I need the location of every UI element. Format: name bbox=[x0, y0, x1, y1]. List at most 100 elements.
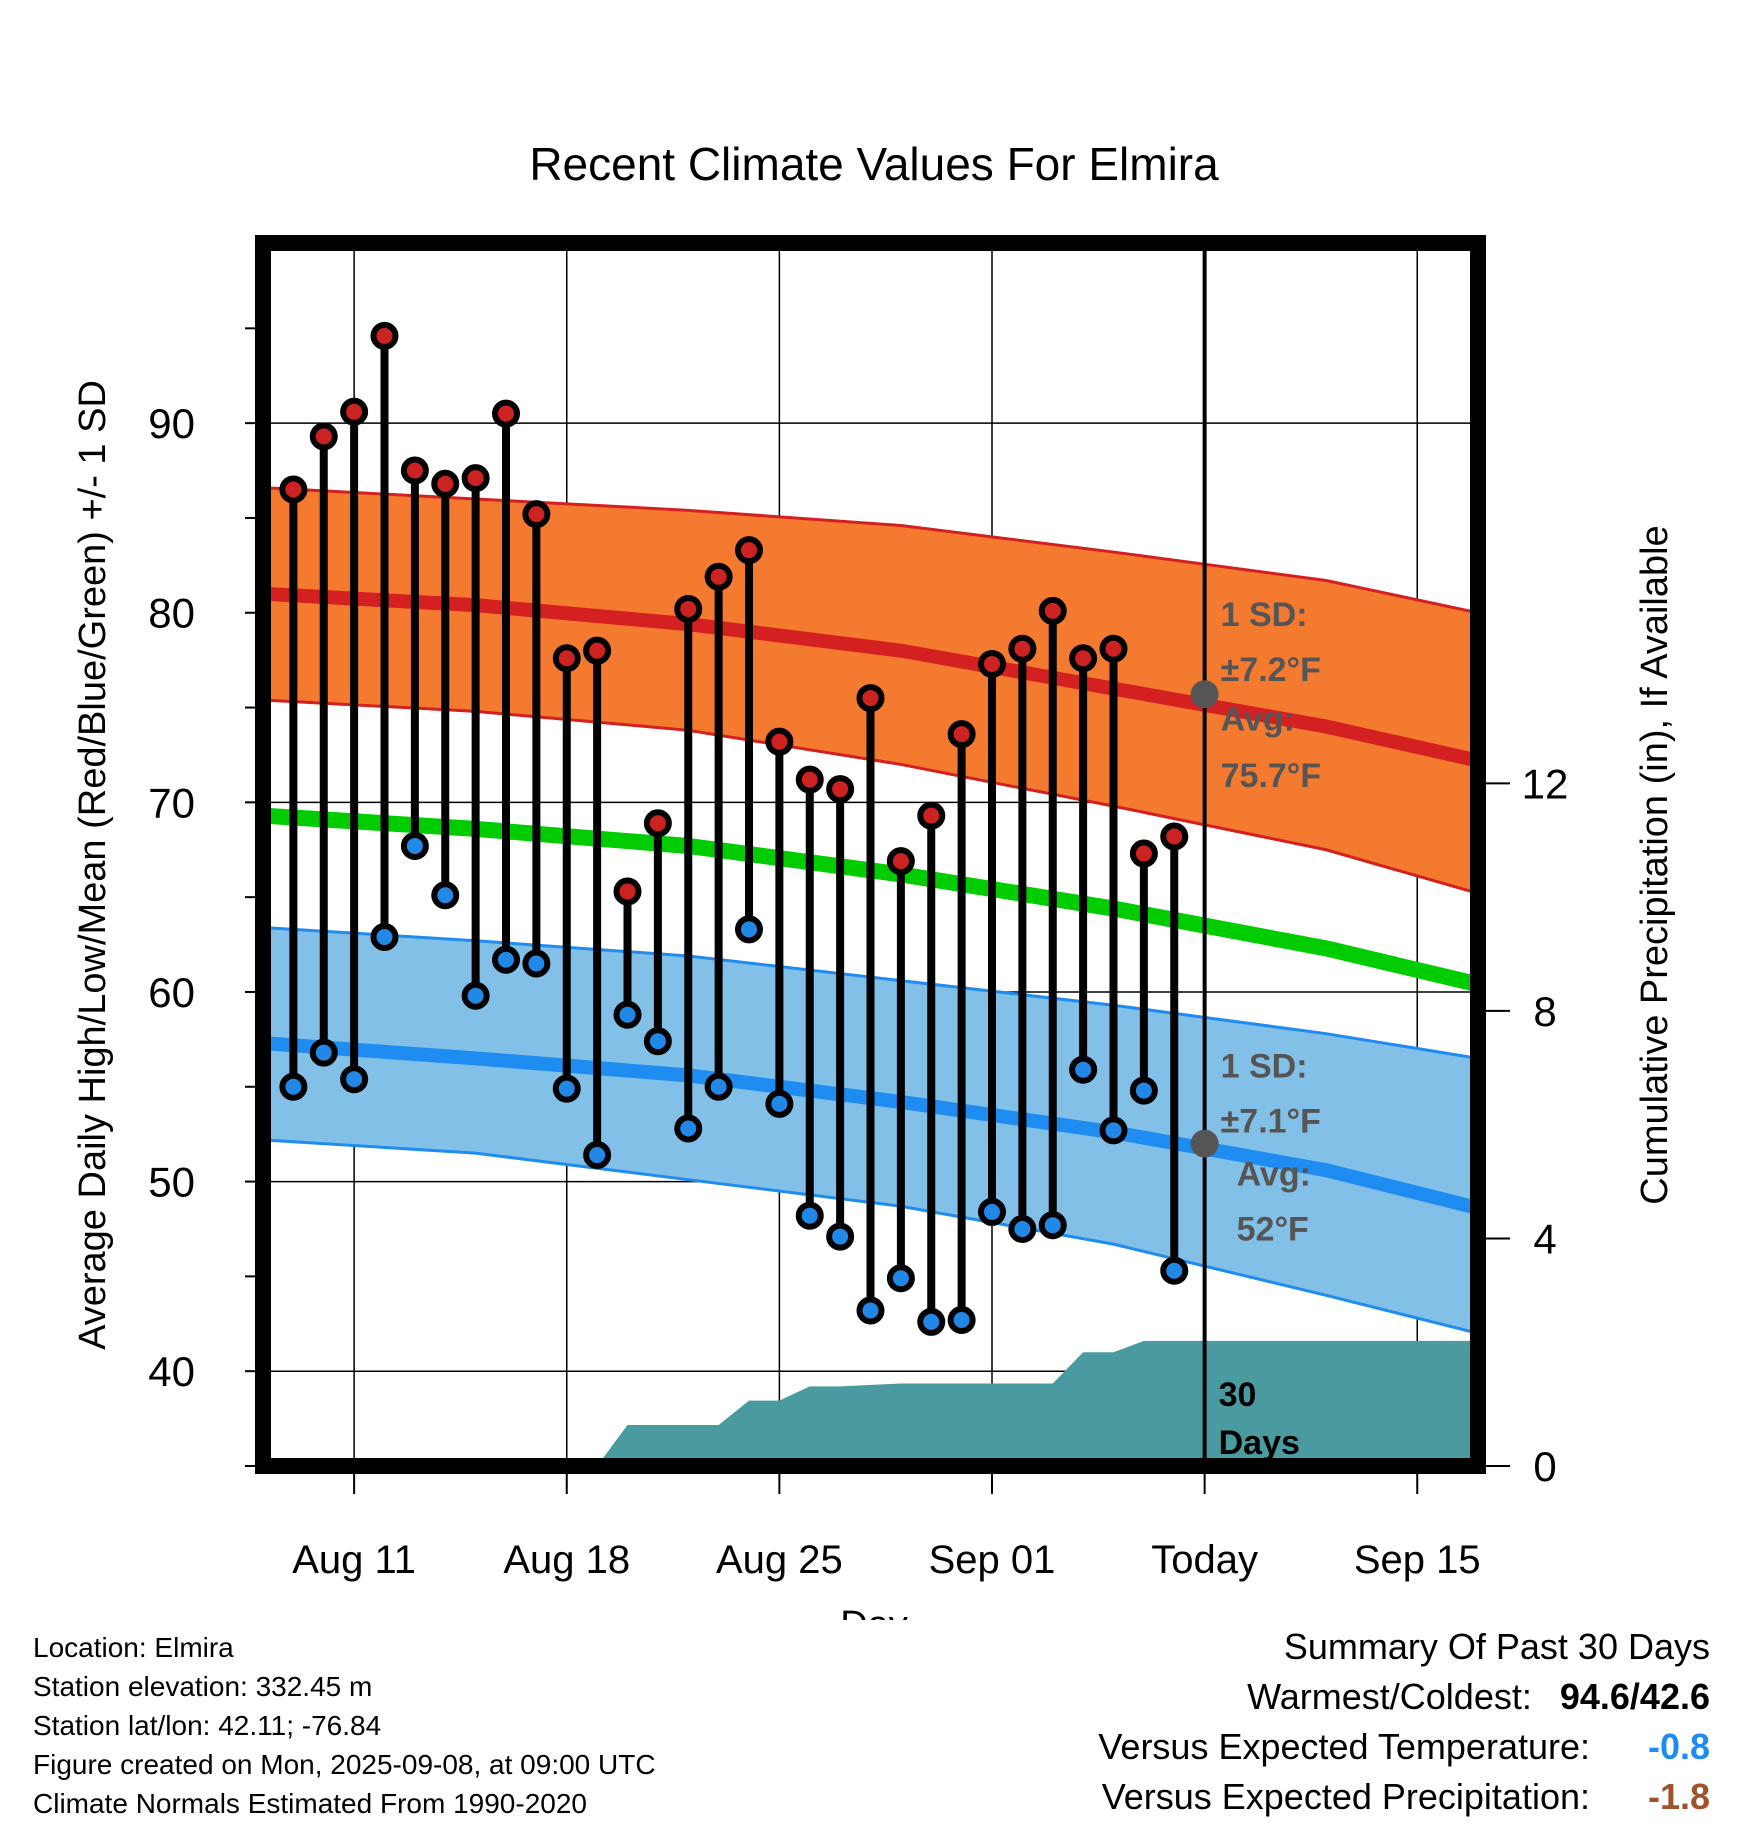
daily-low-point bbox=[613, 1000, 642, 1029]
daily-low-point bbox=[917, 1307, 946, 1336]
location-text: Location: Elmira bbox=[33, 1632, 234, 1663]
daily-low-point bbox=[340, 1065, 369, 1094]
daily-low-point bbox=[978, 1197, 1006, 1226]
plot-content bbox=[263, 243, 1478, 1466]
high-sd-label: 1 SD: bbox=[1221, 596, 1308, 634]
daily-low-point bbox=[1038, 1211, 1067, 1240]
daily-high-point bbox=[340, 397, 369, 426]
chart-title: Recent Climate Values For Elmira bbox=[529, 138, 1219, 190]
daily-low-point bbox=[1069, 1055, 1098, 1084]
daily-low-point bbox=[886, 1264, 915, 1293]
daily-high-point bbox=[1099, 634, 1128, 663]
daily-low-point bbox=[309, 1038, 338, 1067]
daily-high-point bbox=[765, 727, 794, 756]
plot-frame bbox=[255, 235, 1486, 1474]
normals-text: Climate Normals Estimated From 1990-2020 bbox=[33, 1788, 587, 1819]
daily-low-point bbox=[279, 1072, 308, 1101]
summary-title: Summary Of Past 30 Days bbox=[1283, 1626, 1710, 1667]
daily-high-point bbox=[674, 594, 703, 623]
daily-high-point bbox=[643, 809, 672, 838]
daily-low-point bbox=[704, 1072, 733, 1101]
daily-high-point bbox=[735, 536, 763, 565]
summary-panel: Summary Of Past 30 Days Warmest/Coldest:… bbox=[1098, 1622, 1710, 1822]
y-axis-label-left: Average Daily High/Low/Mean (Red/Blue/Gr… bbox=[72, 380, 114, 1350]
summary-temp: Versus Expected Temperature: -0.8 bbox=[1098, 1722, 1710, 1772]
daily-high-point bbox=[917, 801, 946, 830]
daily-high-point bbox=[1008, 634, 1037, 663]
daily-high-point bbox=[583, 636, 612, 665]
plot-area: 1 SD: ±7.2°F Avg: 75.7°F 1 SD: ±7.1°F Avg: 52°F… bbox=[148, 235, 1569, 1582]
y-tick-label-right: 12 bbox=[1522, 760, 1569, 807]
y-tick-label-left: 80 bbox=[148, 590, 195, 637]
high-avg-label: Avg: bbox=[1221, 700, 1295, 738]
x-tick-label: Aug 25 bbox=[716, 1538, 843, 1582]
daily-high-point bbox=[978, 649, 1006, 678]
y-tick-label-left: 70 bbox=[148, 779, 195, 826]
daily-high-point bbox=[1038, 596, 1067, 625]
low-avg-label: Avg: bbox=[1237, 1155, 1311, 1193]
y-axis-label-right: Cumulative Precipitation (in), If Availa… bbox=[1634, 525, 1676, 1204]
daily-low-point bbox=[674, 1114, 703, 1143]
daily-low-point bbox=[583, 1141, 612, 1170]
today-high-normal-marker bbox=[1190, 680, 1219, 709]
temp-label: Versus Expected Temperature: bbox=[1098, 1726, 1590, 1767]
today-low-normal-marker bbox=[1190, 1129, 1219, 1158]
daily-low-point bbox=[1129, 1076, 1158, 1105]
daily-high-point bbox=[947, 720, 976, 749]
daily-low-point bbox=[400, 831, 429, 860]
daily-low-point bbox=[1099, 1116, 1128, 1145]
daily-high-point bbox=[400, 456, 429, 485]
daily-low-point bbox=[795, 1201, 824, 1230]
summary-warm-cold: Warmest/Coldest: 94.6/42.6 bbox=[1098, 1672, 1710, 1722]
latlon-text: Station lat/lon: 42.11; -76.84 bbox=[33, 1710, 382, 1741]
created-text: Figure created on Mon, 2025-09-08, at 09… bbox=[33, 1749, 656, 1780]
daily-low-point bbox=[765, 1089, 794, 1118]
precip-label-line1: 30 bbox=[1219, 1376, 1257, 1414]
summary-precip: Versus Expected Precipitation: -1.8 bbox=[1098, 1772, 1710, 1822]
x-axis-label: Day bbox=[840, 1604, 908, 1620]
climate-chart: Recent Climate Values For Elmira 1 SD: ±7… bbox=[72, 138, 1676, 1620]
x-tick-label: Aug 18 bbox=[503, 1538, 630, 1582]
high-sd-value: ±7.2°F bbox=[1221, 651, 1321, 689]
low-sd-value: ±7.1°F bbox=[1221, 1102, 1321, 1140]
x-tick-label: Today bbox=[1151, 1538, 1258, 1582]
daily-high-point bbox=[552, 644, 581, 673]
daily-high-point bbox=[492, 399, 520, 428]
station-info: Location: Elmira Station elevation: 332.… bbox=[33, 1628, 656, 1823]
y-tick-label-right: 0 bbox=[1533, 1443, 1556, 1490]
daily-low-point bbox=[735, 915, 763, 944]
daily-low-point bbox=[431, 881, 460, 910]
y-tick-label-right: 8 bbox=[1533, 988, 1556, 1035]
low-sd-label: 1 SD: bbox=[1221, 1047, 1308, 1085]
precip-value: -1.8 bbox=[1647, 1776, 1710, 1817]
precip-label-line2: Days bbox=[1219, 1424, 1300, 1462]
y-tick-label-left: 60 bbox=[148, 969, 195, 1016]
daily-low-point bbox=[1008, 1214, 1037, 1243]
y-tick-label-right: 4 bbox=[1533, 1215, 1556, 1262]
daily-low-point bbox=[552, 1074, 581, 1103]
daily-low-point bbox=[1160, 1256, 1189, 1285]
daily-high-point bbox=[1129, 839, 1158, 868]
daily-low-point bbox=[643, 1027, 672, 1056]
daily-low-point bbox=[826, 1222, 855, 1251]
daily-high-point bbox=[309, 422, 338, 451]
warm-cold-value: 94.6/42.6 bbox=[1559, 1676, 1710, 1717]
daily-high-point bbox=[1160, 822, 1189, 851]
y-tick-label-left: 90 bbox=[148, 400, 195, 447]
daily-low-point bbox=[492, 945, 520, 974]
y-tick-label-left: 40 bbox=[148, 1348, 195, 1395]
high-avg-value: 75.7°F bbox=[1221, 757, 1322, 795]
x-tick-label: Aug 11 bbox=[292, 1538, 416, 1582]
x-tick-label: Sep 01 bbox=[929, 1538, 1056, 1582]
daily-high-point bbox=[856, 684, 885, 713]
daily-low-point bbox=[947, 1305, 976, 1334]
daily-high-point bbox=[1069, 644, 1098, 673]
daily-low-point bbox=[461, 981, 490, 1010]
daily-high-point bbox=[522, 500, 551, 529]
precip-label: Versus Expected Precipitation: bbox=[1101, 1776, 1590, 1817]
daily-high-point bbox=[370, 321, 399, 350]
elevation-text: Station elevation: 332.45 m bbox=[33, 1671, 373, 1702]
daily-high-point bbox=[795, 765, 824, 794]
daily-low-point bbox=[856, 1296, 885, 1325]
daily-high-point bbox=[461, 464, 490, 493]
